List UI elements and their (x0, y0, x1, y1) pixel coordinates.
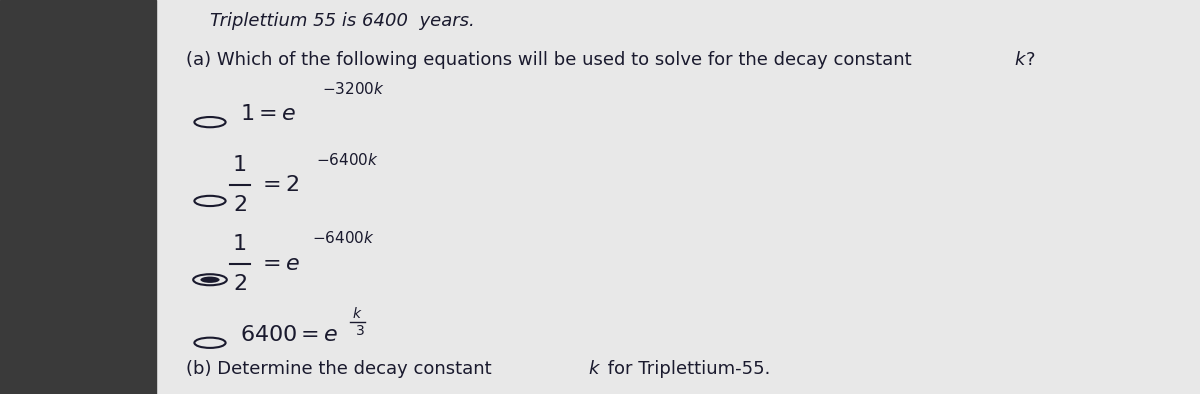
Text: 1: 1 (233, 234, 247, 254)
Text: ?: ? (1026, 51, 1036, 69)
Text: 1: 1 (233, 156, 247, 175)
Circle shape (200, 277, 220, 283)
Text: $3$: $3$ (355, 324, 365, 338)
Text: $= e$: $= e$ (258, 254, 300, 274)
Text: Triplettium 55 is 6400  years.: Triplettium 55 is 6400 years. (210, 12, 475, 30)
Text: $-6400k$: $-6400k$ (316, 152, 378, 167)
Text: for Triplettium-55.: for Triplettium-55. (602, 360, 770, 378)
Text: 2: 2 (233, 195, 247, 215)
Text: k: k (588, 360, 599, 378)
Text: (b) Determine the decay constant: (b) Determine the decay constant (186, 360, 497, 378)
Text: (a) Which of the following equations will be used to solve for the decay constan: (a) Which of the following equations wil… (186, 51, 917, 69)
Text: $6400 = e$: $6400 = e$ (240, 325, 338, 345)
Text: $= 2$: $= 2$ (258, 175, 299, 195)
Text: $-6400k$: $-6400k$ (312, 230, 374, 246)
Text: $-3200k$: $-3200k$ (322, 81, 384, 97)
Text: $k$: $k$ (352, 306, 362, 321)
Text: k: k (1014, 51, 1025, 69)
Text: $1 = e$: $1 = e$ (240, 104, 296, 124)
Text: 2: 2 (233, 274, 247, 294)
